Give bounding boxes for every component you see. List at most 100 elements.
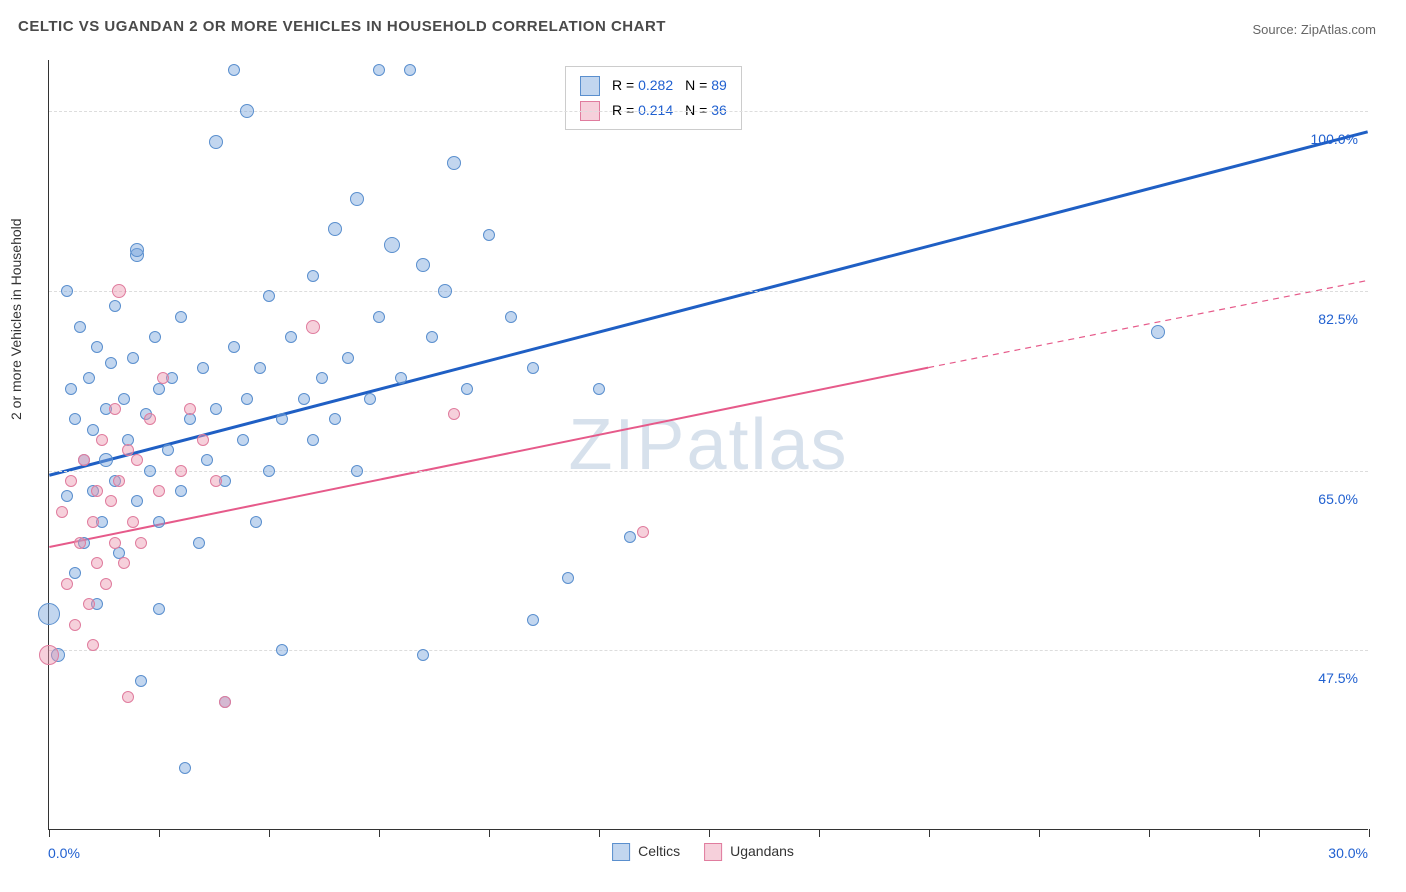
legend-series-name: Celtics (638, 843, 680, 859)
scatter-point (505, 311, 517, 323)
scatter-point (109, 300, 121, 312)
x-tick (819, 829, 820, 837)
scatter-point (144, 465, 156, 477)
scatter-point (416, 258, 430, 272)
scatter-point (1151, 325, 1165, 339)
scatter-point (38, 603, 60, 625)
scatter-point (96, 434, 108, 446)
scatter-point (228, 341, 240, 353)
trendline (49, 132, 1367, 475)
x-tick (1039, 829, 1040, 837)
scatter-point (69, 567, 81, 579)
scatter-point (527, 614, 539, 626)
scatter-point (426, 331, 438, 343)
scatter-point (87, 424, 99, 436)
scatter-point (56, 506, 68, 518)
scatter-point (298, 393, 310, 405)
x-tick (599, 829, 600, 837)
scatter-point (447, 156, 461, 170)
scatter-point (197, 362, 209, 374)
scatter-point (113, 475, 125, 487)
y-tick-label: 65.0% (1318, 491, 1358, 507)
legend-stats-box: R = 0.282N = 89R = 0.214N = 36 (565, 66, 742, 130)
scatter-point (254, 362, 266, 374)
scatter-point (105, 357, 117, 369)
scatter-point (99, 453, 113, 467)
scatter-point (100, 578, 112, 590)
y-tick-label: 82.5% (1318, 311, 1358, 327)
watermark-logo: ZIPatlas (568, 404, 848, 486)
source-value: ZipAtlas.com (1301, 22, 1376, 37)
scatter-point (285, 331, 297, 343)
scatter-point (91, 341, 103, 353)
scatter-point (395, 372, 407, 384)
scatter-point (316, 372, 328, 384)
x-tick (49, 829, 50, 837)
scatter-point (127, 352, 139, 364)
scatter-point (307, 434, 319, 446)
trendline (49, 368, 928, 547)
scatter-point (483, 229, 495, 241)
scatter-point (240, 104, 254, 118)
scatter-point (209, 135, 223, 149)
scatter-point (175, 465, 187, 477)
scatter-point (637, 526, 649, 538)
scatter-point (461, 383, 473, 395)
scatter-point (65, 383, 77, 395)
gridline (49, 471, 1368, 472)
scatter-point (109, 537, 121, 549)
scatter-point (438, 284, 452, 298)
scatter-point (135, 675, 147, 687)
legend-item: Celtics (612, 843, 680, 861)
x-tick (1259, 829, 1260, 837)
x-axis-max-label: 30.0% (1328, 845, 1368, 861)
chart-title: CELTIC VS UGANDAN 2 OR MORE VEHICLES IN … (18, 18, 666, 35)
scatter-point (83, 598, 95, 610)
scatter-point (237, 434, 249, 446)
scatter-point (364, 393, 376, 405)
scatter-point (263, 465, 275, 477)
scatter-point (193, 537, 205, 549)
gridline (49, 650, 1368, 651)
legend-bottom: Celtics Ugandans (612, 843, 794, 861)
scatter-point (562, 572, 574, 584)
scatter-point (135, 537, 147, 549)
scatter-point (276, 413, 288, 425)
scatter-point (263, 290, 275, 302)
legend-swatch-icon (580, 76, 600, 96)
scatter-point (91, 485, 103, 497)
scatter-point (65, 475, 77, 487)
scatter-point (153, 485, 165, 497)
x-tick (269, 829, 270, 837)
scatter-point (131, 495, 143, 507)
source-label: Source: (1252, 22, 1300, 37)
scatter-point (157, 372, 169, 384)
scatter-point (122, 691, 134, 703)
scatter-point (127, 516, 139, 528)
trendline-extension (928, 280, 1367, 367)
scatter-point (448, 408, 460, 420)
legend-n-label: N = 89 (685, 73, 727, 98)
trendlines-svg (49, 60, 1368, 829)
scatter-point (201, 454, 213, 466)
scatter-point (153, 603, 165, 615)
legend-item: Ugandans (704, 843, 794, 861)
scatter-point (87, 516, 99, 528)
scatter-point (69, 619, 81, 631)
scatter-point (184, 413, 196, 425)
y-tick-label: 47.5% (1318, 670, 1358, 686)
scatter-point (74, 537, 86, 549)
scatter-point (184, 403, 196, 415)
scatter-point (39, 645, 59, 665)
scatter-point (342, 352, 354, 364)
scatter-point (373, 64, 385, 76)
scatter-point (105, 495, 117, 507)
scatter-point (593, 383, 605, 395)
scatter-point (241, 393, 253, 405)
scatter-point (373, 311, 385, 323)
scatter-point (307, 270, 319, 282)
x-tick (489, 829, 490, 837)
scatter-point (61, 578, 73, 590)
scatter-point (61, 490, 73, 502)
scatter-point (350, 192, 364, 206)
